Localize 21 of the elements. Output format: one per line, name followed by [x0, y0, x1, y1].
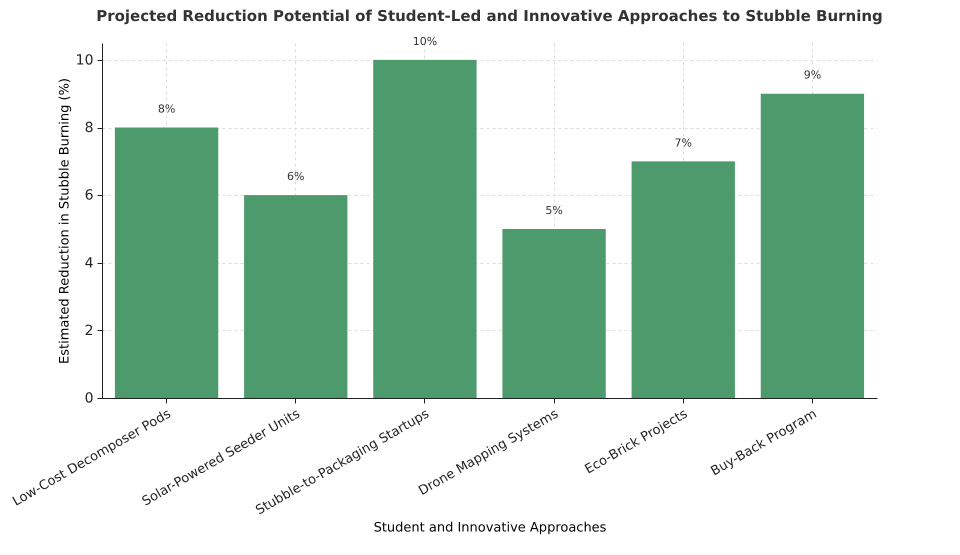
data-label: 6% [287, 170, 304, 184]
y-tick-label: 0 [84, 390, 94, 406]
y-tick-label: 6 [84, 188, 94, 204]
bar [373, 60, 477, 398]
bar [760, 94, 864, 398]
bar [632, 161, 735, 398]
bar [114, 128, 218, 398]
data-label: 8% [158, 102, 176, 116]
y-tick-label: 4 [84, 255, 94, 272]
chart-title: Projected Reduction Potential of Student-Led and Innovative Approaches to Stubble Burning [96, 6, 883, 25]
data-label: 7% [674, 136, 692, 150]
y-tick-label: 2 [84, 322, 94, 339]
data-label: 5% [545, 204, 563, 217]
x-axis-title: Student and Innovative Approaches [374, 520, 607, 536]
y-tick-label: 10 [76, 52, 94, 68]
bar [502, 228, 606, 398]
y-tick-label: 8 [84, 120, 94, 136]
bar [244, 195, 348, 398]
data-label: 10% [412, 34, 438, 48]
data-label: 9% [804, 68, 822, 82]
y-axis-title: Estimated Reduction in Stubble Burning (%) [58, 78, 73, 364]
